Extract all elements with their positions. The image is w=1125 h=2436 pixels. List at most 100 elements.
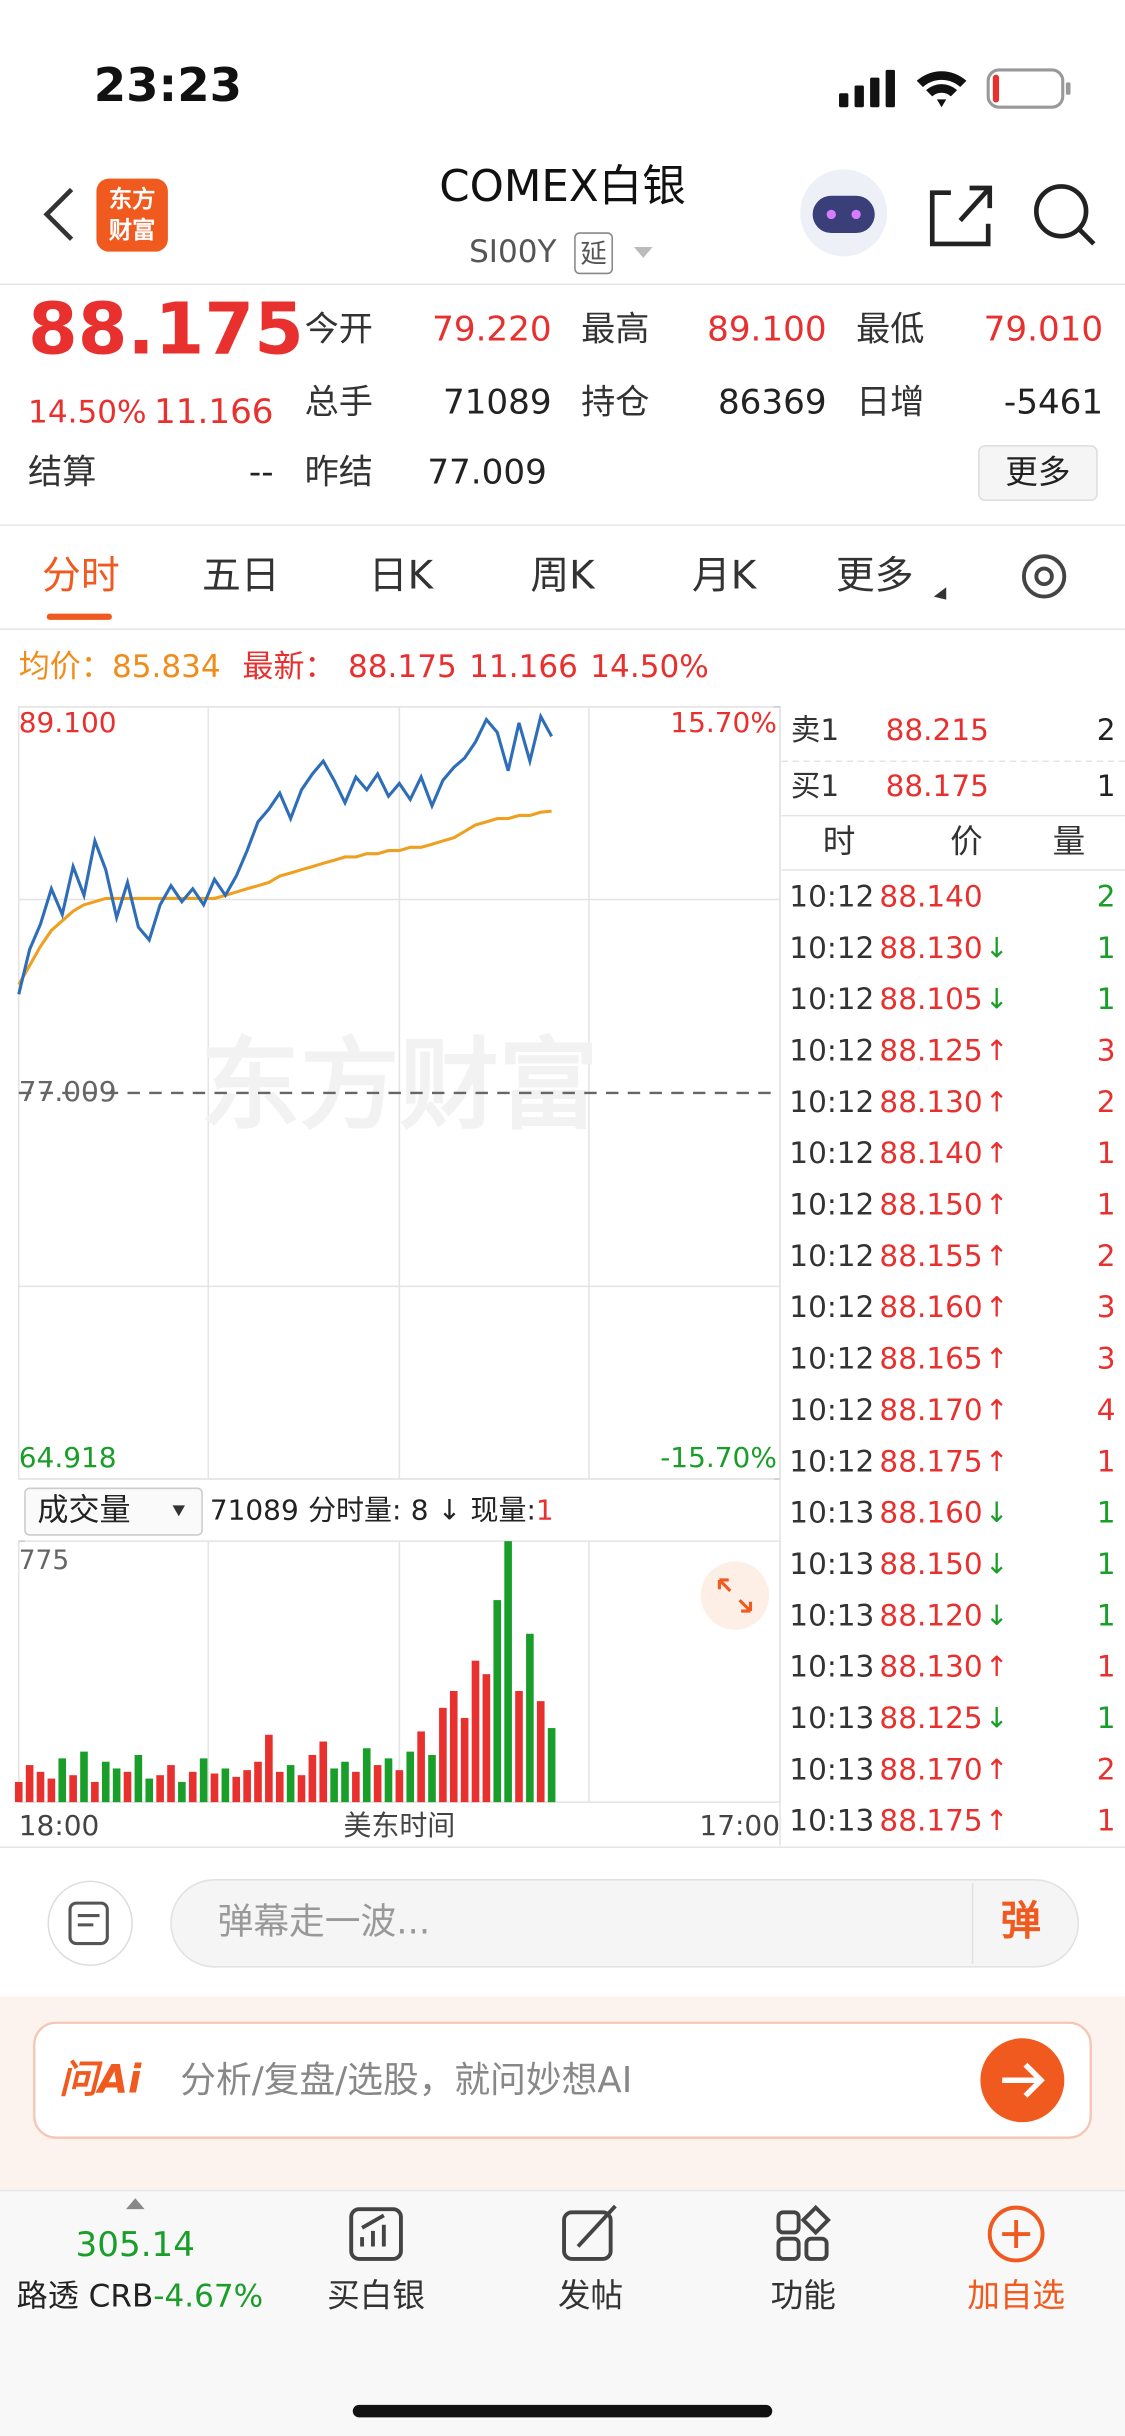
tick-time: 10:12 [789,1342,874,1376]
field-value: 89.100 [707,309,827,349]
tick-time: 10:12 [789,982,874,1016]
volume-bar [123,1771,132,1803]
tab[interactable]: 更多 [836,553,914,598]
tick-price: 88.140 [879,1136,982,1170]
tick-time: 10:12 [789,879,874,913]
page-title: COMEX白银 [439,162,685,212]
field-value: 77.009 [427,452,547,492]
volume-bar [101,1761,110,1803]
search-icon[interactable] [1034,184,1096,246]
logo-text: 东方 [109,185,156,213]
book-price: 88.215 [886,713,989,747]
volume-bar [439,1707,447,1803]
tick-vol: 2 [1097,1752,1116,1786]
selector-arrow [172,1505,185,1517]
volume-info-cur_vol_label: 现量: [471,1494,536,1527]
volume-bar [80,1751,88,1803]
tick-price: 88.130 [879,931,982,965]
tick-time: 10:13 [789,1547,874,1581]
robot-icon[interactable] [800,169,888,257]
volume-bar [482,1674,491,1803]
volume-bar [167,1765,175,1803]
tick-price: 88.160 [879,1496,982,1530]
more-label[interactable]: 更多 [1005,453,1070,491]
tick-vol: 3 [1097,1034,1116,1068]
volume-bar [493,1600,502,1803]
symbol-code: SI00Y [469,234,557,270]
ai-input[interactable] [33,2021,1092,2139]
tab[interactable]: 五日 [202,553,280,598]
volume-bar [210,1773,219,1803]
index-line: 路透 CRB-4.67% [17,2279,263,2315]
share-icon[interactable] [929,185,993,247]
tick-vol: 1 [1097,1496,1116,1530]
tick-vol: 1 [1097,1444,1116,1478]
volume-title: 成交量 [37,1493,130,1529]
tab[interactable]: 月K [692,553,758,598]
volume-bar [254,1761,262,1803]
volume-bar [319,1741,328,1803]
logo-text: 财富 [109,216,156,244]
volume-selector[interactable] [24,1487,203,1536]
y-tick-label: 89.100 [19,706,117,739]
last-price: 88.175 [28,288,304,371]
info-avg: 85.834 [112,649,221,685]
tick-vol: 3 [1097,1290,1116,1324]
delay-tag: 延 [580,238,606,269]
x-tick-label: 17:00 [699,1809,780,1842]
ai-send[interactable] [980,2038,1065,2123]
volume-bar [526,1633,534,1803]
volume-bar [112,1768,121,1803]
tab[interactable]: 日K [369,553,435,598]
tab-bar-item[interactable]: 功能 [771,2277,836,2315]
tab-bar-item[interactable]: 买白银 [327,2277,425,2315]
danmaku-button[interactable]: 弹 [1001,1897,1041,1944]
tab-bar-item[interactable]: 加自选 [967,2277,1065,2315]
volume-info-arrow: ↓ [438,1494,461,1527]
tick-time: 10:12 [789,1290,874,1324]
expand-button[interactable] [700,1561,770,1630]
tick-price: 88.170 [879,1393,982,1427]
dropdown-arrow[interactable] [633,247,653,258]
tick-arrow: ↑ [985,1342,1008,1375]
field-value: -5461 [1004,382,1103,422]
tick-price: 88.175 [879,1444,982,1478]
volume-info-cur_vol: 1 [536,1494,554,1527]
tick-time: 10:12 [789,1085,874,1119]
tick-arrow: ↓ [985,983,1008,1016]
tick-arrow: ↑ [985,1137,1008,1170]
tab[interactable]: 分时 [42,553,120,598]
tick-vol: 1 [1097,1804,1116,1838]
volume-bar [471,1660,480,1803]
volume-bar [188,1771,197,1803]
volume-bar [243,1770,251,1803]
more-button[interactable] [978,445,1098,502]
ai-placeholder: 分析/复盘/选股，就问妙想AI [180,2060,632,2101]
volume-bar [275,1771,284,1803]
tab-bar-item[interactable]: 发帖 [558,2277,623,2315]
tick-time: 10:13 [789,1804,874,1838]
volume-bar [14,1781,23,1803]
tick-time: 10:13 [789,1650,874,1684]
comment-input[interactable] [170,1879,1080,1968]
y-tick-label: 775 [19,1545,69,1576]
tick-price: 88.150 [879,1188,982,1222]
tab[interactable]: 周K [530,553,596,598]
y2-tick-label: 15.70% [670,706,777,739]
tick-vol: 1 [1097,931,1116,965]
comment-icon[interactable] [47,1880,133,1967]
tick-arrow: ↑ [985,1034,1008,1067]
volume-bar [91,1781,99,1803]
settings-icon[interactable] [1021,554,1067,599]
volume-bar [36,1771,45,1803]
volume-bar [373,1765,382,1803]
tick-vol: 1 [1097,1598,1116,1632]
comment-placeholder: 弹幕走一波... [218,1901,431,1942]
volume-bar [58,1758,67,1803]
field-value: 79.010 [984,309,1104,349]
index-name: 路透 CRB [17,2279,154,2315]
tick-arrow: ↑ [985,1188,1008,1221]
back-button[interactable] [43,187,74,241]
clock: 23:23 [94,58,242,112]
